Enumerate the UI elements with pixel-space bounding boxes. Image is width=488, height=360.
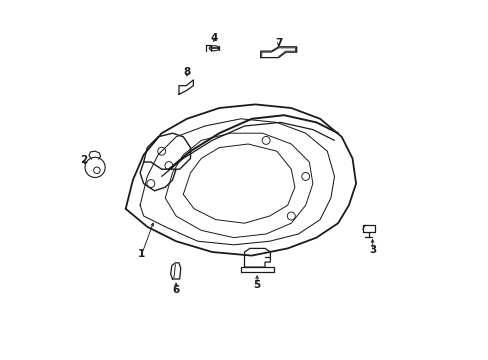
Text: 6: 6 bbox=[172, 285, 180, 295]
Text: 1: 1 bbox=[138, 249, 145, 259]
Text: 5: 5 bbox=[253, 280, 260, 290]
Text: 2: 2 bbox=[80, 155, 87, 165]
Text: 4: 4 bbox=[210, 33, 217, 43]
Text: 3: 3 bbox=[368, 245, 376, 255]
Text: 8: 8 bbox=[183, 67, 190, 77]
Text: 7: 7 bbox=[274, 38, 282, 48]
